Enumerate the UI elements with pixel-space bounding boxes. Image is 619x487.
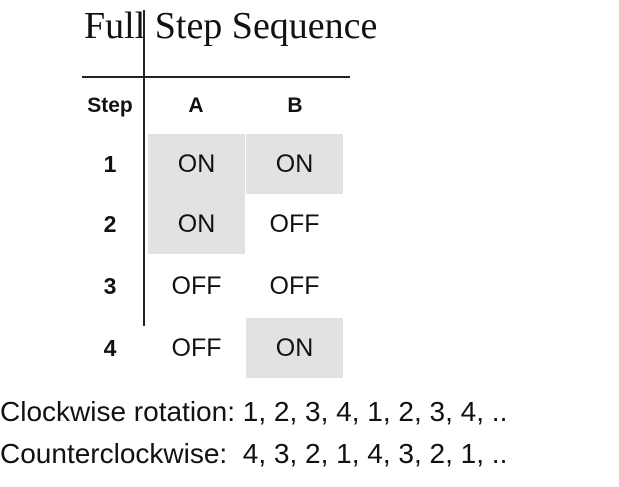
coil-a-state: ON xyxy=(148,134,245,194)
coil-a-column-header: A xyxy=(188,94,204,117)
counterclockwise-sequence: Counterclockwise: 4, 3, 2, 1, 4, 3, 2, 1… xyxy=(0,438,508,469)
coil-b-state: ON xyxy=(246,318,343,378)
step-number: 1 xyxy=(103,150,117,177)
coil-b-column-header: B xyxy=(287,94,303,117)
table-header-rule xyxy=(82,76,350,78)
coil-b-state: ON xyxy=(246,134,343,194)
clockwise-sequence: Clockwise rotation: 1, 2, 3, 4, 1, 2, 3,… xyxy=(0,396,508,427)
page-title: Full Step Sequence xyxy=(84,5,378,47)
step-column-header: Step xyxy=(87,94,133,117)
step-number: 4 xyxy=(103,334,117,361)
coil-b-state: OFF xyxy=(269,271,320,300)
coil-a-state: OFF xyxy=(171,271,222,300)
step-number: 3 xyxy=(103,272,117,299)
step-number: 2 xyxy=(103,210,117,237)
coil-a-state: OFF xyxy=(171,333,222,362)
table-column-rule xyxy=(143,10,145,326)
coil-b-state: OFF xyxy=(269,209,320,238)
coil-a-state: ON xyxy=(148,194,245,254)
